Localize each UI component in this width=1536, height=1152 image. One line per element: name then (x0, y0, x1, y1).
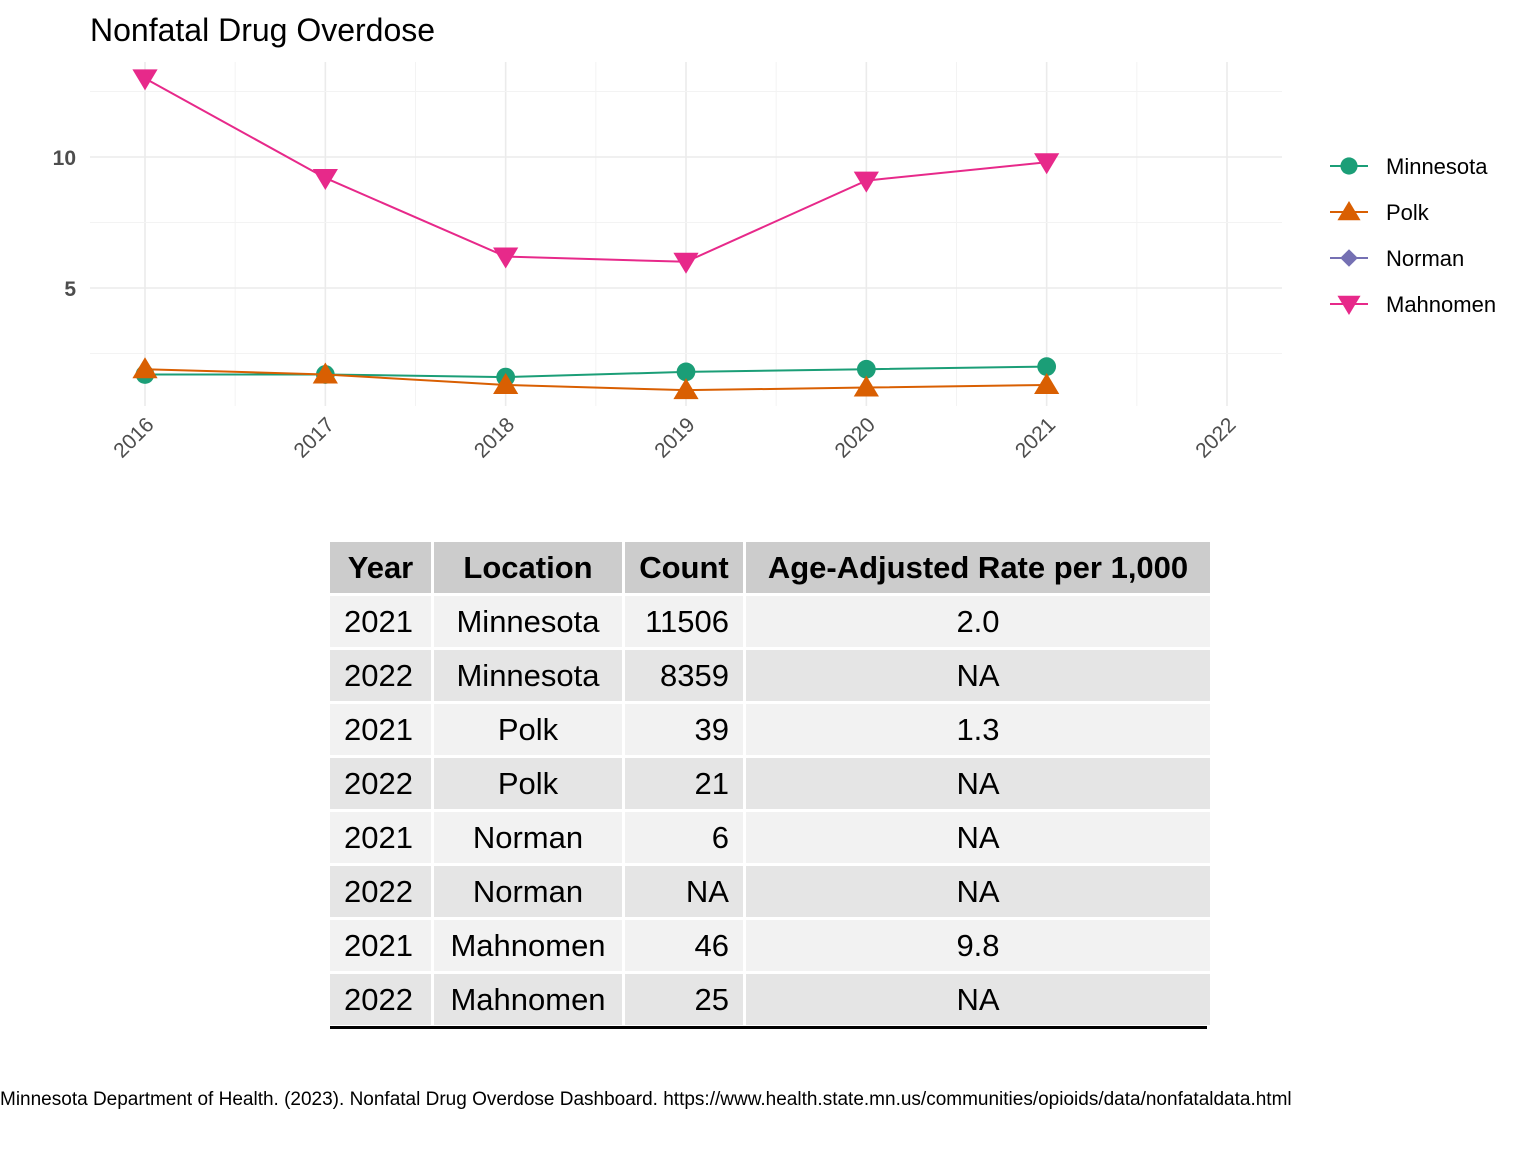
axes: 5 10 2016 2017 2018 2019 2020 2021 2022 (53, 147, 1241, 463)
cell-count: 25 (625, 974, 743, 1025)
legend-item-minnesota: Minnesota (1330, 154, 1488, 179)
data-point (853, 375, 879, 397)
data-point (673, 252, 699, 274)
series-line (144, 368, 1047, 392)
cell-rate: NA (746, 650, 1210, 701)
cell-count: 8359 (625, 650, 743, 701)
cell-location: Norman (434, 866, 622, 917)
legend-label: Norman (1386, 246, 1464, 271)
legend-item-norman: Norman (1330, 246, 1464, 271)
data-point (853, 171, 879, 193)
header-count: Count (625, 542, 743, 593)
legend-marker (1340, 249, 1358, 267)
legend: Minnesota Polk Norman Mahnomen (1330, 154, 1496, 317)
data-point (493, 247, 519, 269)
cell-location: Polk (434, 704, 622, 755)
header-rate: Age-Adjusted Rate per 1,000 (746, 542, 1210, 593)
cell-year: 2022 (330, 758, 431, 809)
x-tick-label: 2020 (831, 413, 880, 462)
table-row: 2022 Norman NA NA (330, 866, 1210, 917)
cell-year: 2021 (330, 596, 431, 647)
header-year: Year (330, 542, 431, 593)
cell-year: 2021 (330, 920, 431, 971)
series-line (144, 77, 1047, 263)
table-row: 2022 Polk 21 NA (330, 758, 1210, 809)
cell-location: Minnesota (434, 596, 622, 647)
cell-rate: NA (746, 974, 1210, 1025)
table-row: 2022 Minnesota 8359 NA (330, 650, 1210, 701)
x-tick-label: 2019 (650, 413, 699, 462)
data-point (493, 372, 519, 394)
cell-location: Minnesota (434, 650, 622, 701)
data-point (1034, 153, 1060, 175)
cell-year: 2022 (330, 866, 431, 917)
cell-rate: 1.3 (746, 704, 1210, 755)
data-point (676, 362, 696, 382)
legend-label: Polk (1386, 200, 1430, 225)
table-row: 2021 Polk 39 1.3 (330, 704, 1210, 755)
data-table: Year Location Count Age-Adjusted Rate pe… (327, 539, 1213, 1028)
legend-item-polk: Polk (1330, 200, 1430, 225)
data-point (132, 69, 158, 91)
chart-title: Nonfatal Drug Overdose (90, 12, 435, 48)
series-polk (132, 357, 1060, 400)
cell-rate: 2.0 (746, 596, 1210, 647)
x-tick-label: 2016 (109, 413, 158, 462)
cell-count: 39 (625, 704, 743, 755)
data-point (673, 378, 699, 400)
data-point (1037, 357, 1057, 376)
grid (90, 62, 1282, 406)
x-tick-label: 2017 (290, 413, 339, 462)
cell-count: 21 (625, 758, 743, 809)
x-tick-label: 2022 (1191, 413, 1240, 462)
cell-year: 2021 (330, 704, 431, 755)
x-tick-label: 2018 (470, 413, 519, 462)
table-header-row: Year Location Count Age-Adjusted Rate pe… (330, 542, 1210, 593)
cell-count: 46 (625, 920, 743, 971)
cell-rate: NA (746, 758, 1210, 809)
legend-marker (1340, 157, 1358, 175)
cell-count: 6 (625, 812, 743, 863)
table-row: 2021 Mahnomen 46 9.8 (330, 920, 1210, 971)
cell-rate: 9.8 (746, 920, 1210, 971)
chart: Nonfatal Drug Overdose 5 10 2016 2017 2018 20… (53, 12, 1496, 463)
cell-location: Polk (434, 758, 622, 809)
source-citation: Minnesota Department of Health. (2023). … (0, 1089, 1292, 1110)
table-bottom-rule (330, 1026, 1207, 1029)
legend-item-mahnomen: Mahnomen (1330, 292, 1496, 317)
cell-location: Norman (434, 812, 622, 863)
legend-label: Mahnomen (1386, 292, 1496, 317)
data-point (1034, 372, 1060, 394)
legend-marker (1337, 201, 1361, 221)
data-point (856, 359, 876, 379)
table-row: 2021 Minnesota 11506 2.0 (330, 596, 1210, 647)
series-mahnomen (132, 69, 1060, 274)
table-row: 2021 Norman 6 NA (330, 812, 1210, 863)
cell-year: 2021 (330, 812, 431, 863)
cell-year: 2022 (330, 974, 431, 1025)
data-point (312, 362, 338, 384)
cell-location: Mahnomen (434, 920, 622, 971)
cell-count: NA (625, 866, 743, 917)
cell-rate: NA (746, 812, 1210, 863)
cell-rate: NA (746, 866, 1210, 917)
cell-count: 11506 (625, 596, 743, 647)
y-tick-label: 5 (64, 278, 76, 301)
cell-year: 2022 (330, 650, 431, 701)
table-row: 2022 Mahnomen 25 NA (330, 974, 1210, 1025)
x-tick-label: 2021 (1011, 413, 1060, 462)
data-point (132, 357, 158, 379)
y-tick-label: 10 (53, 147, 76, 170)
header-location: Location (434, 542, 622, 593)
data-point (312, 168, 338, 190)
legend-marker (1337, 295, 1361, 315)
cell-location: Mahnomen (434, 974, 622, 1025)
series-layer (132, 69, 1060, 400)
legend-label: Minnesota (1386, 154, 1488, 179)
